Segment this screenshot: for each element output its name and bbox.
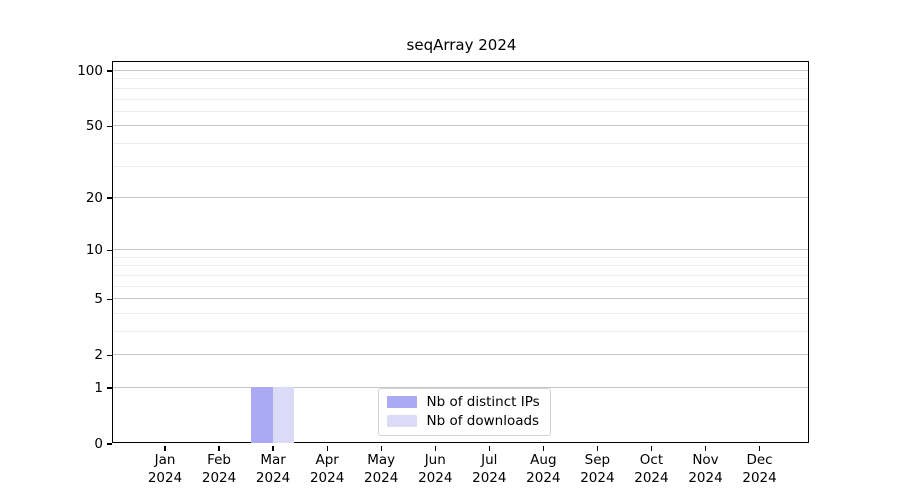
minor-gridline [112, 165, 808, 167]
legend-label-downloads: Nb of downloads [426, 413, 540, 429]
x-tick-mark [596, 445, 599, 451]
x-tick-label: Jul 2024 [472, 452, 507, 486]
minor-gridline [112, 274, 808, 276]
y-tick-label: 2 [94, 347, 103, 364]
legend-row-distinct-ips: Nb of distinct IPs [386, 394, 542, 411]
legend: Nb of distinct IPs Nb of downloads [377, 387, 551, 436]
x-tick-label: Apr 2024 [309, 452, 345, 486]
x-tick-mark [380, 445, 382, 451]
y-tick-label: 10 [85, 242, 103, 259]
minor-gridline [112, 98, 808, 100]
major-gridline [112, 249, 808, 251]
x-tick-label: May 2024 [364, 452, 399, 486]
chart-title: seqArray 2024 [406, 36, 517, 54]
y-tick-mark [107, 354, 112, 356]
legend-label-distinct-ips: Nb of distinct IPs [426, 394, 540, 410]
x-tick-label: Oct 2024 [634, 452, 669, 486]
y-tick-label: 20 [85, 189, 103, 206]
y-tick-mark [107, 298, 112, 300]
y-tick-label: 5 [94, 291, 103, 308]
plot-area: Nb of distinct IPs Nb of downloads [111, 60, 809, 444]
x-tick-label: Nov 2024 [688, 452, 723, 486]
major-gridline [112, 298, 808, 300]
minor-gridline [112, 87, 808, 89]
x-tick-mark [704, 445, 707, 451]
bar-nb-of-downloads [272, 387, 295, 444]
x-tick-mark [164, 445, 166, 451]
x-tick-mark [218, 445, 220, 451]
minor-gridline [112, 78, 808, 80]
y-tick-mark [107, 125, 112, 127]
legend-row-downloads: Nb of downloads [386, 413, 542, 430]
x-tick-mark [488, 445, 490, 451]
minor-gridline [112, 330, 808, 332]
x-tick-label: Mar 2024 [255, 452, 291, 486]
x-tick-mark [542, 445, 544, 451]
x-tick-label: Sep 2024 [580, 452, 615, 486]
major-gridline [112, 386, 808, 388]
legend-swatch-distinct-ips [386, 396, 417, 408]
minor-gridline [112, 142, 808, 144]
x-tick-label: Jun 2024 [418, 452, 453, 486]
major-gridline [112, 70, 808, 72]
minor-gridline [112, 312, 808, 314]
y-tick-mark [107, 197, 112, 199]
x-tick-mark [326, 445, 328, 451]
x-tick-mark [434, 445, 436, 451]
x-tick-mark [650, 445, 653, 451]
minor-gridline [112, 285, 808, 287]
x-tick-label: Dec 2024 [742, 452, 777, 486]
y-tick-label: 100 [77, 63, 103, 80]
major-gridline [112, 125, 808, 127]
x-tick-mark [272, 445, 274, 451]
x-tick-label: Feb 2024 [201, 452, 237, 486]
minor-gridline [112, 110, 808, 112]
y-tick-label: 1 [94, 379, 103, 396]
major-gridline [112, 196, 808, 198]
y-tick-mark [107, 387, 112, 389]
minor-gridline [112, 265, 808, 267]
minor-gridline [112, 256, 808, 258]
y-tick-label: 0 [94, 436, 103, 452]
y-tick-mark [107, 70, 112, 72]
y-tick-mark [107, 443, 112, 445]
x-tick-label: Jan 2024 [147, 452, 183, 486]
y-tick-mark [107, 249, 112, 251]
legend-swatch-downloads [386, 415, 417, 427]
x-tick-label: Aug 2024 [526, 452, 561, 486]
bar-nb-of-distinct-ips [251, 387, 273, 444]
y-tick-label: 50 [85, 118, 103, 135]
major-gridline [112, 354, 808, 356]
x-tick-mark [758, 445, 761, 451]
